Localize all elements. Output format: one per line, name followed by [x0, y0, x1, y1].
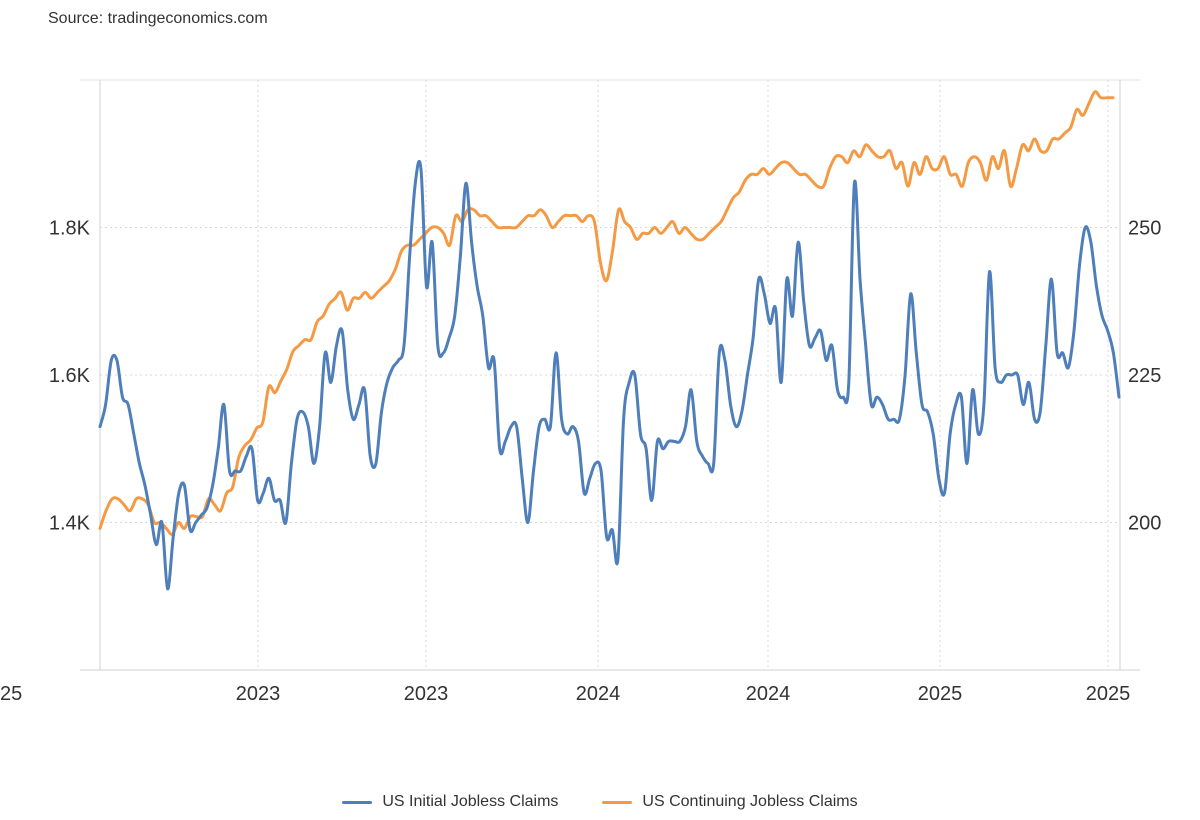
- x-tick-label: 2025: [918, 683, 963, 705]
- left-tick-label: 1.4K: [49, 513, 91, 535]
- left-tick-label: 1.6K: [49, 365, 91, 387]
- legend: US Initial Jobless Claims US Continuing …: [0, 793, 1200, 811]
- legend-label-continuing-claims: US Continuing Jobless Claims: [642, 793, 858, 810]
- legend-swatch-continuing-claims: [602, 800, 633, 804]
- grid: [100, 80, 1120, 670]
- right-tick-label: 200: [1128, 513, 1161, 535]
- x-tick-label: 2023: [404, 683, 449, 705]
- right-tick-label: 250: [1128, 218, 1161, 240]
- x-tick-label: 2024: [746, 683, 791, 705]
- x-tick-label: 2025: [0, 683, 22, 705]
- series-line-initial-claims: [98, 159, 1121, 591]
- series-layer: [98, 90, 1121, 591]
- left-tick-label: 1.8K: [49, 218, 91, 240]
- jobless-claims-chart: 1.4K 1.6K 1.8K 200 225 250 2023 2023 2024 2024 202…: [0, 79, 1161, 706]
- series-line-continuing-claims: [98, 90, 1115, 536]
- legend-swatch-initial-claims: [342, 800, 373, 804]
- x-tick-label: 2025: [1086, 683, 1131, 705]
- legend-item-continuing-claims[interactable]: US Continuing Jobless Claims: [602, 793, 858, 811]
- right-tick-label: 225: [1128, 365, 1161, 387]
- legend-label-initial-claims: US Initial Jobless Claims: [382, 793, 559, 810]
- tick-labels: 1.4K 1.6K 1.8K 200 225 250 2023 2023 2024 2024 202…: [0, 218, 1161, 706]
- legend-item-initial-claims[interactable]: US Initial Jobless Claims: [342, 793, 558, 811]
- x-tick-label: 2024: [576, 683, 621, 705]
- axes: [80, 79, 1140, 671]
- source-label: Source: tradingeconomics.com: [48, 10, 268, 27]
- x-tick-label: 2023: [236, 683, 281, 705]
